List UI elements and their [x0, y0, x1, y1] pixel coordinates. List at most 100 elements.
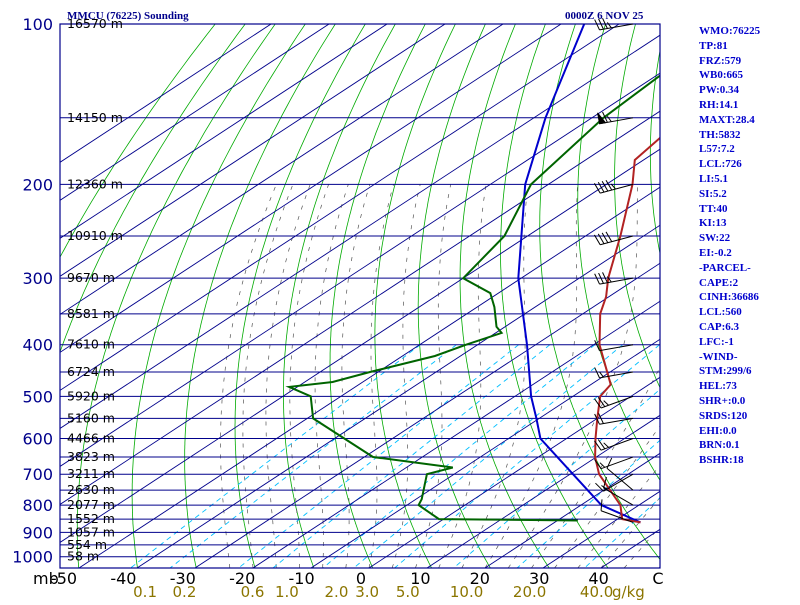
grid-layer — [60, 24, 660, 568]
parameter-item: LFC:-1 — [699, 335, 734, 348]
mixing-ratio-label: 20.0 — [513, 583, 546, 600]
height-label: 1552 m — [67, 511, 115, 526]
parameter-item: SW:22 — [699, 232, 731, 245]
dry-adiabat — [283, 24, 396, 568]
moist-adiabat — [623, 525, 660, 568]
parameter-item: KI:13 — [699, 217, 727, 230]
parameter-item: PW:0.34 — [699, 84, 740, 97]
height-label: 5920 m — [67, 388, 115, 403]
height-label: 10910 m — [67, 228, 123, 243]
wind-barb-feather — [603, 400, 609, 406]
pressure-label: 700 — [22, 465, 53, 484]
moist-adiabat — [289, 184, 329, 568]
wind-barb-feather — [600, 499, 603, 511]
moist-adiabat — [314, 184, 349, 568]
temperature-tick: C — [652, 569, 663, 588]
wind-barb-staff — [603, 487, 634, 506]
isotherm — [426, 414, 660, 568]
wind-barb-staff — [599, 23, 634, 31]
wind-barb-staff — [600, 438, 634, 451]
wind-barb-feather — [605, 179, 613, 191]
mixing-ratio-label: 0.1 — [133, 583, 157, 600]
wind-barb-feather — [610, 183, 616, 190]
wind-barb-feather — [599, 462, 606, 468]
wind-barb-feather — [594, 440, 602, 451]
parameter-item: SI:5.2 — [699, 187, 727, 200]
mixing-ratio-label: 0.6 — [241, 583, 265, 600]
isotherm — [484, 452, 660, 568]
isotherm — [78, 186, 660, 568]
wind-barb-staff — [603, 473, 634, 492]
pressure-label: 100 — [22, 15, 53, 34]
wind-barb-feather — [594, 367, 600, 379]
height-label: 2630 m — [67, 482, 115, 497]
parameter-item: LCL:726 — [699, 158, 742, 171]
wind-barb-feather — [601, 180, 609, 192]
dry-adiabat — [234, 24, 366, 568]
temperature-tick: -10 — [289, 569, 315, 588]
wind-barb-feather — [602, 272, 608, 283]
wind-barb-staff — [600, 510, 634, 523]
isotherm — [60, 34, 660, 429]
wind-barb-feather — [605, 231, 613, 242]
parameter-item: BSHR:18 — [699, 454, 744, 467]
dry-adiabat — [417, 24, 491, 568]
mixing-ratio-line — [584, 497, 660, 568]
wind-barb-feather — [593, 234, 601, 246]
wind-barb-feather — [598, 18, 604, 30]
temperature-tick: 40 — [588, 569, 608, 588]
plot-frame — [59, 23, 661, 569]
dry-adiabat — [459, 24, 550, 568]
moist-adiabat — [531, 366, 660, 568]
wind-barb-staff — [600, 395, 634, 409]
isotherm — [60, 24, 562, 353]
wind-barb-feather — [606, 276, 612, 283]
parameter-item: CAPE:2 — [699, 276, 739, 289]
mixing-ratio-label: 10.0 — [450, 583, 483, 600]
isotherm — [368, 376, 660, 568]
mixing-ratio-line — [238, 344, 519, 568]
mixing-ratio-label: 3.0 — [355, 583, 379, 600]
wind-barb-feather — [597, 439, 606, 450]
parameter-item: MAXT:28.4 — [699, 113, 755, 126]
parameter-item: LI:5.1 — [699, 172, 729, 185]
pressure-label: 200 — [22, 175, 53, 194]
wind-barb-staff — [600, 456, 634, 470]
temperature-tick: 30 — [529, 569, 549, 588]
height-label: 4466 m — [67, 431, 115, 446]
mixing-ratio-unit: g/kg — [612, 583, 645, 600]
pressure-label: 300 — [22, 269, 53, 288]
parameter-item: STM:299/6 — [699, 365, 752, 378]
dry-adiabat — [329, 24, 426, 568]
parcel-trace — [517, 24, 641, 524]
wind-barb-feather — [594, 273, 600, 285]
wind-barb-feather — [602, 111, 608, 123]
wind-barb-feather — [602, 17, 608, 29]
isotherm — [136, 224, 660, 568]
parameter-item: HEL:73 — [699, 380, 737, 393]
pressure-label: 600 — [22, 430, 53, 449]
wind-barb-feather — [606, 22, 612, 29]
height-label: 6724 m — [67, 364, 115, 379]
parameter-item: TT:40 — [699, 202, 728, 215]
mixing-ratio-label: 2.0 — [325, 583, 349, 600]
mixing-ratio-line — [516, 439, 660, 568]
pressure-label: 500 — [22, 387, 53, 406]
mixing-ratio-line — [353, 344, 624, 568]
temperature-tick: -50 — [51, 569, 77, 588]
wind-barb-feather — [594, 340, 600, 351]
wind-barb-feather — [603, 476, 607, 489]
parameter-item: SHR+:0.0 — [699, 394, 746, 407]
temperature-tick: -40 — [110, 569, 136, 588]
isotherm — [60, 24, 504, 315]
isotherm — [542, 490, 660, 568]
wind-barb-feather — [606, 115, 612, 122]
isotherm — [310, 338, 660, 568]
height-label: 14150 m — [67, 110, 123, 125]
dry-adiabat — [500, 24, 609, 568]
parameter-item: RH:14.1 — [699, 98, 739, 111]
temperature-tick: 0 — [356, 569, 366, 588]
mixing-ratio-line — [453, 388, 660, 568]
